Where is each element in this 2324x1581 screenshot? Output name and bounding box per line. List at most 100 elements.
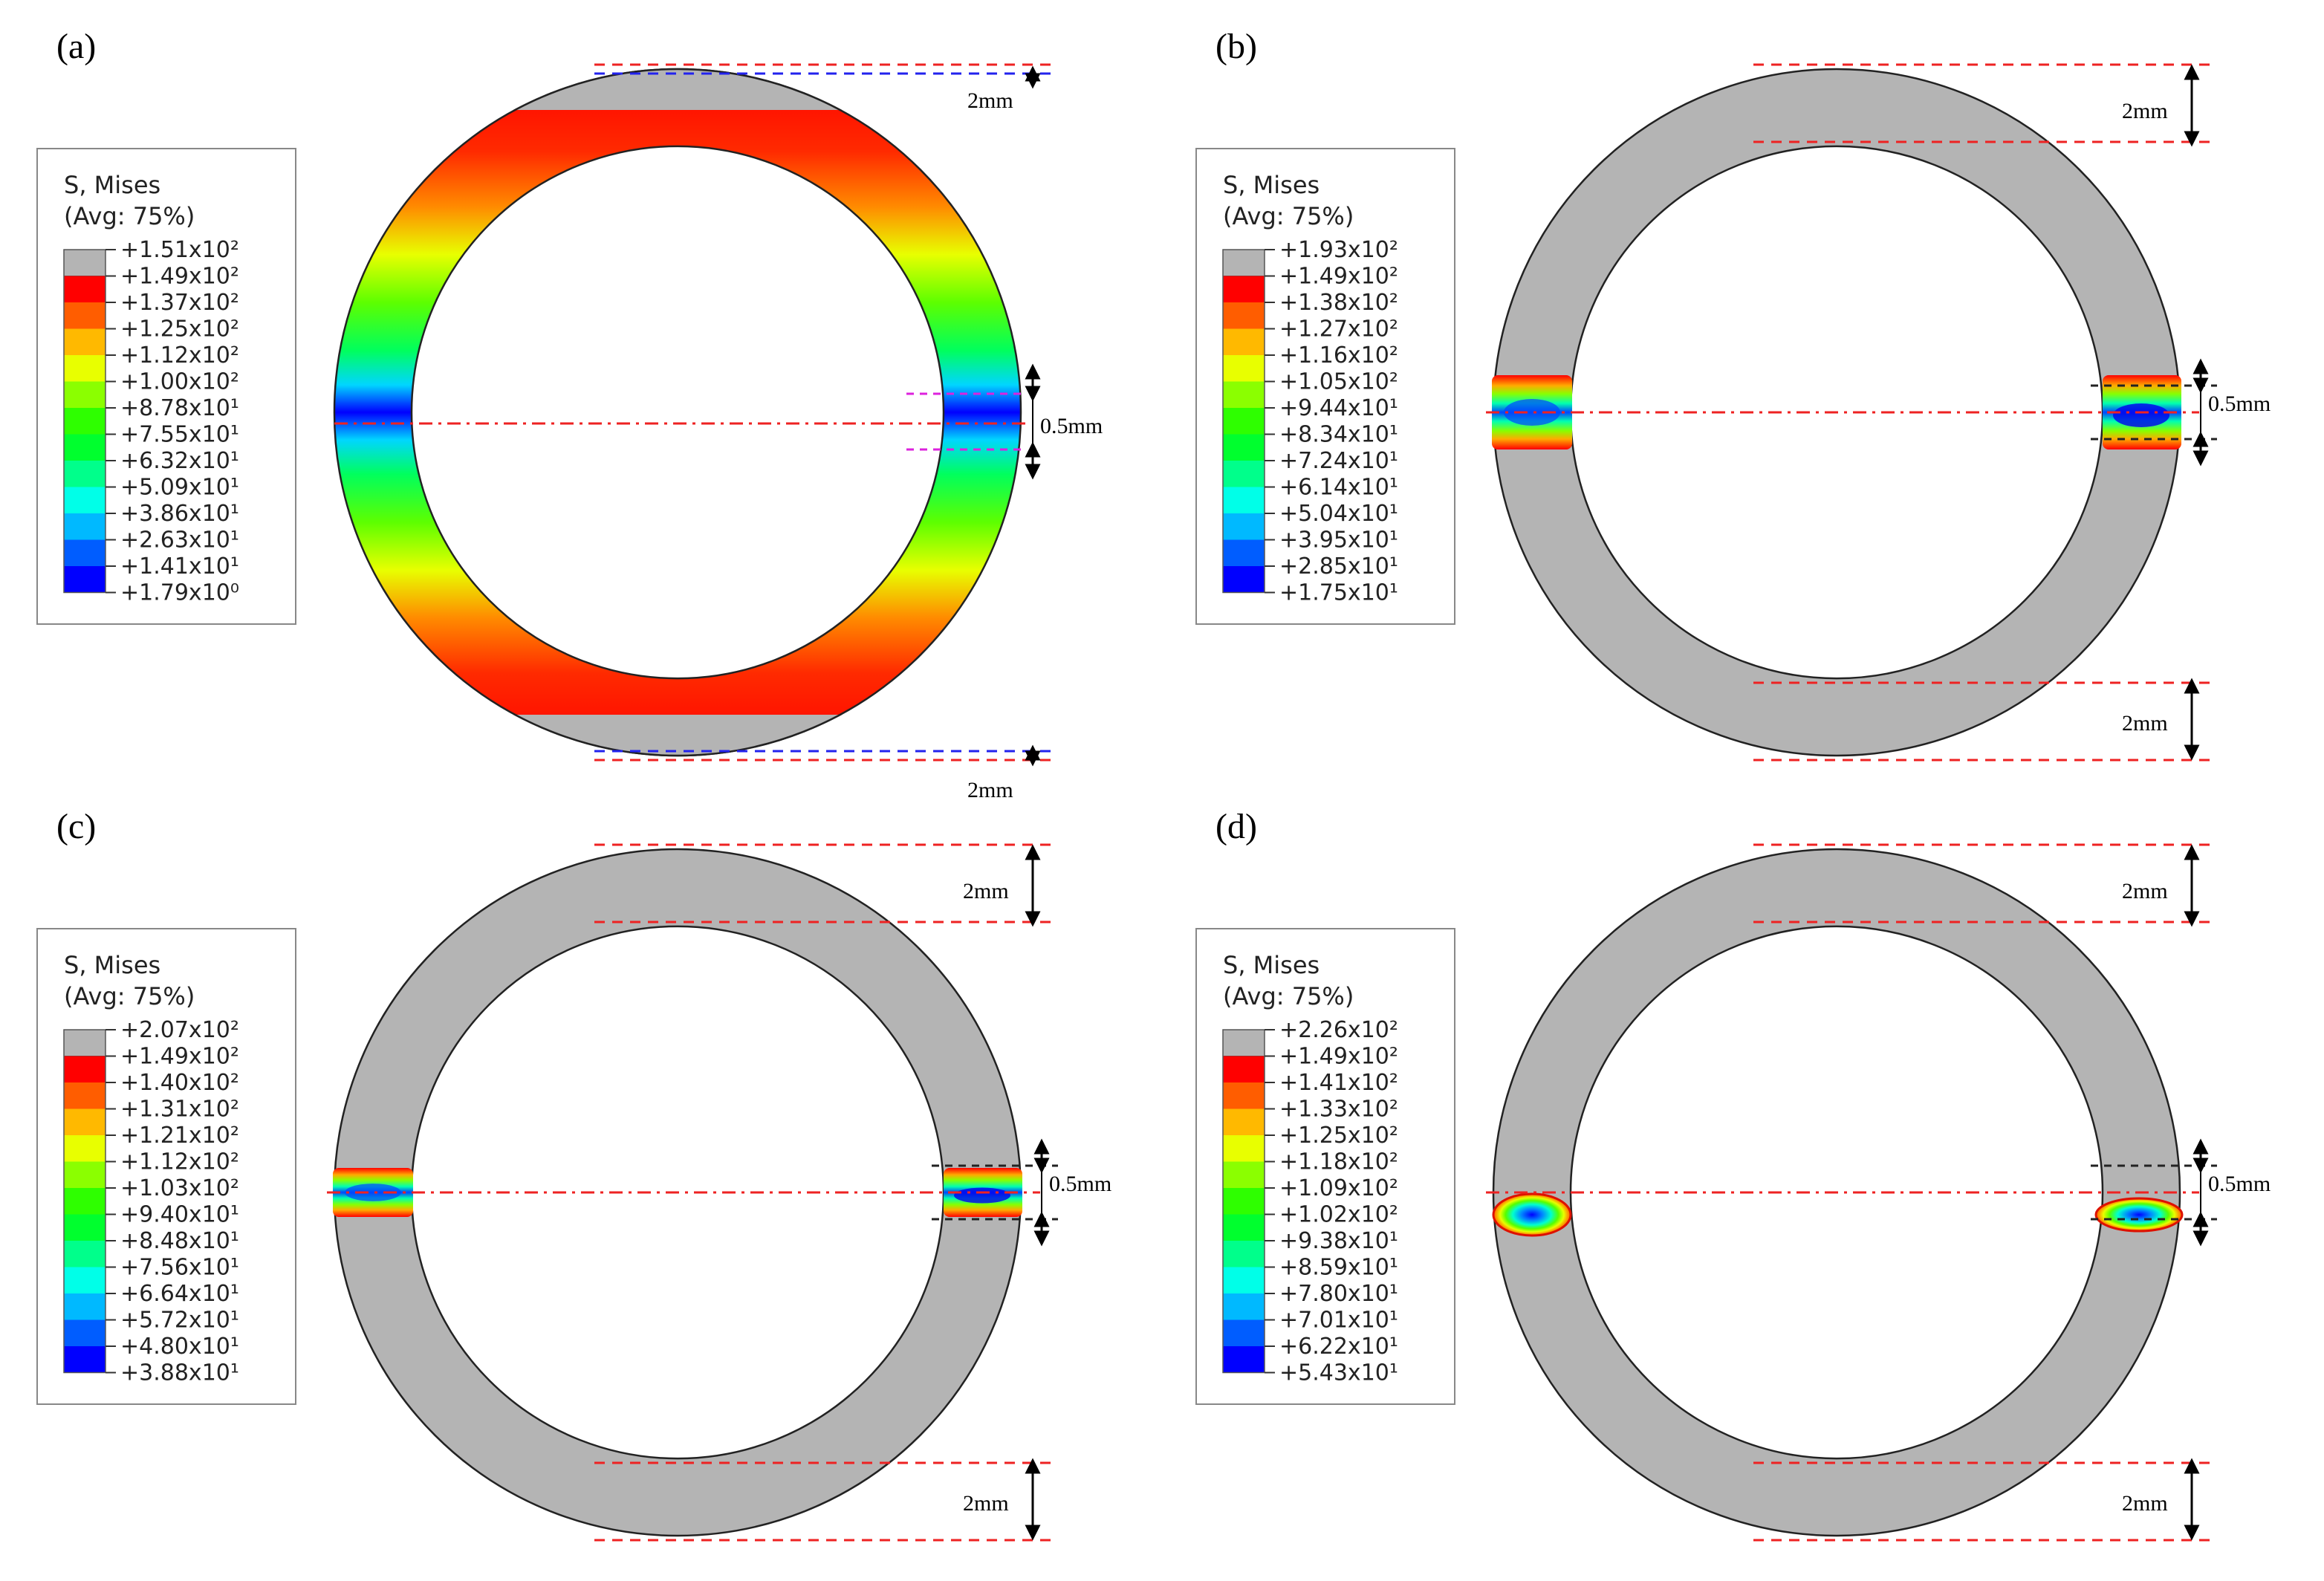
legend-subtitle: (Avg: 75%) bbox=[64, 202, 195, 230]
legend-swatch bbox=[64, 1293, 106, 1320]
legend-swatch bbox=[1223, 408, 1265, 435]
legend-value: +1.41x10² bbox=[1279, 1070, 1398, 1096]
legend-value: +1.49x10² bbox=[1279, 1044, 1398, 1070]
legend-swatch bbox=[1223, 1214, 1265, 1241]
legend-swatch bbox=[1223, 1346, 1265, 1373]
legend-value: +1.05x10² bbox=[1279, 369, 1398, 395]
legend-value: +2.26x10² bbox=[1279, 1017, 1398, 1043]
legend-swatch bbox=[64, 355, 106, 382]
legend-swatch bbox=[1223, 1082, 1265, 1109]
legend-swatch bbox=[1223, 461, 1265, 487]
legend-swatch bbox=[1223, 1108, 1265, 1135]
legend-value: +7.56x10¹ bbox=[120, 1255, 239, 1281]
panel-b: (b)S, Mises(Avg: 75%)+1.93x10²+1.49x10²+… bbox=[1195, 27, 2271, 762]
legend-swatch bbox=[1223, 1056, 1265, 1082]
legend-swatch bbox=[64, 1082, 106, 1109]
legend-value: +7.55x10¹ bbox=[120, 422, 239, 448]
legend-swatch bbox=[64, 1214, 106, 1241]
legend-swatch bbox=[1223, 276, 1265, 302]
legend-title: S, Mises bbox=[64, 171, 160, 199]
legend-bar-frame bbox=[1222, 1029, 1265, 1374]
legend-value: +1.16x10² bbox=[1279, 343, 1398, 369]
contact-patch-left bbox=[1492, 1192, 1572, 1237]
panel-d: (d)S, Mises(Avg: 75%)+2.26x10²+1.49x10²+… bbox=[1195, 807, 2271, 1542]
dim-label-mid: 0.5mm bbox=[2208, 392, 2271, 416]
panel-label: (d) bbox=[1215, 807, 1257, 846]
legend-swatch bbox=[64, 302, 106, 329]
legend-swatch bbox=[64, 1267, 106, 1293]
legend-swatch bbox=[64, 1161, 106, 1188]
legend-value: +1.25x10² bbox=[120, 316, 239, 343]
legend-value: +1.09x10² bbox=[1279, 1175, 1398, 1201]
legend-subtitle: (Avg: 75%) bbox=[64, 982, 195, 1010]
legend-bar-frame bbox=[63, 1029, 106, 1374]
legend-value: +8.59x10¹ bbox=[1279, 1255, 1398, 1281]
legend-value: +9.44x10¹ bbox=[1279, 395, 1398, 421]
legend-value: +1.27x10² bbox=[1279, 316, 1398, 343]
legend-value: +9.40x10¹ bbox=[120, 1202, 239, 1228]
legend-swatch bbox=[1223, 328, 1265, 355]
legend-subtitle: (Avg: 75%) bbox=[1223, 982, 1354, 1010]
dim-label-mid: 0.5mm bbox=[1049, 1172, 1111, 1196]
legend-value: +2.07x10² bbox=[120, 1017, 239, 1043]
dim-label-top: 2mm bbox=[2122, 879, 2168, 903]
legend-value: +2.85x10¹ bbox=[1279, 553, 1398, 580]
legend-value: +1.75x10¹ bbox=[1279, 580, 1398, 606]
legend-value: +6.64x10¹ bbox=[120, 1281, 239, 1307]
legend-title: S, Mises bbox=[64, 951, 160, 979]
legend-swatch-gray bbox=[1222, 249, 1265, 276]
legend-swatch bbox=[64, 408, 106, 435]
legend-value: +5.09x10¹ bbox=[120, 475, 239, 501]
legend-value: +5.72x10¹ bbox=[120, 1308, 239, 1334]
legend-swatch bbox=[1223, 1267, 1265, 1293]
ring-stress-field bbox=[333, 68, 1022, 757]
legend-value: +6.32x10¹ bbox=[120, 448, 239, 474]
legend-value: +1.38x10² bbox=[1279, 290, 1398, 316]
legend-value: +6.14x10¹ bbox=[1279, 475, 1398, 501]
legend-value: +1.79x10⁰ bbox=[120, 580, 239, 606]
dim-label-mid: 0.5mm bbox=[1040, 414, 1103, 438]
legend-value: +3.86x10¹ bbox=[120, 501, 239, 527]
legend-value: +5.43x10¹ bbox=[1279, 1360, 1398, 1386]
legend-value: +4.80x10¹ bbox=[120, 1334, 239, 1360]
legend-swatch bbox=[1223, 1241, 1265, 1267]
legend-value: +8.78x10¹ bbox=[120, 395, 239, 421]
legend-value: +1.25x10² bbox=[1279, 1123, 1398, 1149]
legend-swatch bbox=[64, 461, 106, 487]
legend-value: +1.49x10² bbox=[120, 1044, 239, 1070]
panel-label: (a) bbox=[56, 27, 96, 66]
legend-value: +3.88x10¹ bbox=[120, 1360, 239, 1386]
ring-cap-top bbox=[513, 68, 843, 110]
dim-label-bottom: 2mm bbox=[2122, 1491, 2168, 1516]
patch-core-right bbox=[2113, 403, 2169, 427]
dim-label-mid: 0.5mm bbox=[2208, 1172, 2271, 1196]
legend-value: +1.37x10² bbox=[120, 290, 239, 316]
legend-swatch bbox=[64, 566, 106, 593]
legend-value: +7.80x10¹ bbox=[1279, 1281, 1398, 1307]
legend-value: +1.49x10² bbox=[1279, 264, 1398, 290]
legend-value: +8.34x10¹ bbox=[1279, 422, 1398, 448]
ring-body bbox=[1492, 848, 2181, 1537]
patch-core-right bbox=[954, 1187, 1010, 1204]
legend-swatch bbox=[64, 1056, 106, 1082]
legend-value: +1.31x10² bbox=[120, 1097, 239, 1123]
panel-a: (a)S, Mises(Avg: 75%)+1.51x10²+1.49x10²+… bbox=[36, 27, 1103, 802]
legend-swatch bbox=[64, 539, 106, 566]
legend-swatch bbox=[1223, 487, 1265, 513]
legend-value: +2.63x10¹ bbox=[120, 527, 239, 553]
legend-value: +1.00x10² bbox=[120, 369, 239, 395]
panel-c: (c)S, Mises(Avg: 75%)+2.07x10²+1.49x10²+… bbox=[36, 807, 1111, 1542]
legend-swatch bbox=[1223, 513, 1265, 540]
dim-label-top: 2mm bbox=[967, 88, 1013, 113]
legend-value: +1.51x10² bbox=[120, 237, 239, 263]
legend-value: +5.04x10¹ bbox=[1279, 501, 1398, 527]
legend-swatch bbox=[64, 513, 106, 540]
legend-value: +1.33x10² bbox=[1279, 1097, 1398, 1123]
legend-swatch bbox=[64, 1188, 106, 1215]
legend-title: S, Mises bbox=[1223, 171, 1320, 199]
dim-label-bottom: 2mm bbox=[963, 1491, 1009, 1516]
panel-label: (b) bbox=[1215, 27, 1257, 66]
legend-value: +1.41x10¹ bbox=[120, 553, 239, 580]
legend-value: +3.95x10¹ bbox=[1279, 527, 1398, 553]
